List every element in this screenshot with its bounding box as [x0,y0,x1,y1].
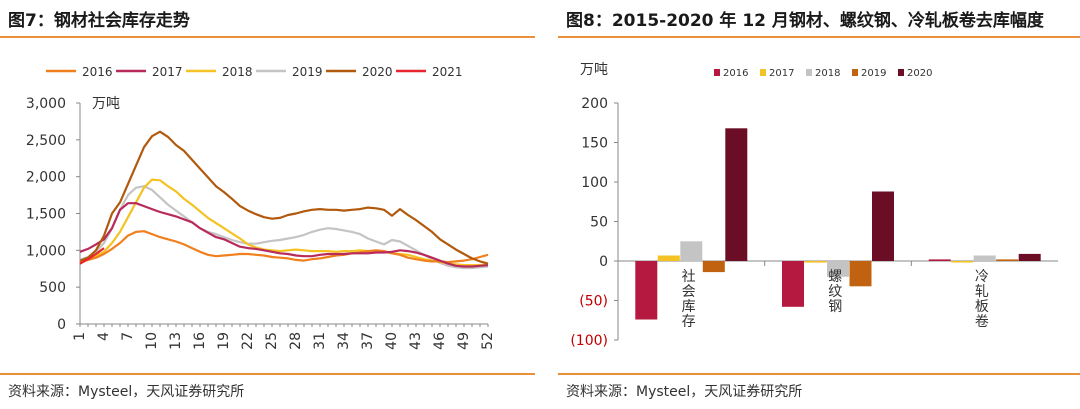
left-bottom-rule [0,373,535,375]
x-tick-label: 43 [408,332,424,350]
bar-2017-2 [951,261,974,263]
bar-2020-0 [725,128,748,261]
bar-2016-2 [928,259,951,261]
y-tick-label: 2,500 [26,133,66,149]
y-tick-label: 1,500 [26,207,66,223]
right-source-note: 资料来源：Mysteel，天风证券研究所 [566,384,803,400]
y-tick-label: 3,000 [26,96,66,112]
x-tick-label: 10 [144,332,160,350]
series-line-2017 [79,202,489,268]
y-tick-label: 0 [57,317,66,333]
series-line-2020 [79,130,489,265]
left-source-note: 资料来源：Mysteel，天风证券研究所 [8,384,245,400]
x-tick-label: 1 [72,332,88,341]
series-line-2018 [79,178,489,267]
y-tick-label: (50) [579,294,608,310]
bar-2020-1 [872,191,894,261]
bar-2016-0 [635,261,658,320]
legend-label-2019: 2019 [292,65,323,79]
x-tick-label: 31 [312,332,328,350]
y-tick-label: 2,000 [26,170,66,186]
legend-swatch-2016 [714,69,720,76]
category-label: 社会库存 [682,269,696,330]
right-top-rule [558,36,1080,38]
y-tick-label: 150 [581,136,608,152]
legend-label-2017: 2017 [769,68,794,79]
x-tick-label: 4 [96,332,112,341]
legend-swatch-2017 [760,69,766,76]
bar-2017-0 [657,255,680,261]
x-tick-label: 7 [120,332,136,341]
legend-swatch-2018 [806,69,812,76]
y-tick-label: (100) [570,333,608,349]
bar-2020-2 [1018,253,1041,261]
left-chart-title: 图7：钢材社会库存走势 [8,11,190,31]
legend-label-2021: 2021 [432,65,463,79]
legend-label-2019: 2019 [861,68,886,79]
right-chart-title: 图8：2015-2020 年 12 月钢材、螺纹钢、冷轧板卷去库幅度 [566,11,1044,31]
legend-label-2016: 2016 [82,65,113,79]
category-label: 冷轧板卷 [975,269,989,330]
y-tick-label: 500 [39,280,66,296]
left-chart-panel: 图7：钢材社会库存走势 0 500 1,000 1,500 2,000 2,500 3,00… [0,0,535,409]
legend-swatch-2020 [898,69,904,76]
y-tick-label: 0 [599,254,608,270]
x-tick-label: 25 [264,332,280,350]
legend-label-2020: 2020 [362,65,393,79]
y-tick-label: 100 [581,175,608,191]
legend-label-2017: 2017 [152,65,183,79]
bar-2018-1 [827,261,849,277]
x-tick-label: 49 [456,332,472,350]
legend-swatch-2019 [852,69,858,76]
series-line-2021 [79,247,105,265]
right-bottom-rule [558,373,1080,375]
x-tick-label: 46 [432,332,448,350]
y-tick-label: 200 [581,96,608,112]
x-tick-label: 37 [360,332,376,350]
bar-2018-2 [973,255,996,261]
right-chart-panel: 图8：2015-2020 年 12 月钢材、螺纹钢、冷轧板卷去库幅度 (100)… [558,0,1080,409]
x-tick-label: 52 [480,332,496,350]
category-label: 螺纹钢 [828,269,842,315]
y-tick-label: 50 [590,215,608,231]
x-tick-label: 13 [168,332,184,350]
left-top-rule [0,36,535,38]
legend-label-2020: 2020 [907,68,932,79]
y-unit-label: 万吨 [92,96,120,112]
bar-2017-1 [804,261,827,263]
bar-2019-2 [996,259,1019,261]
legend-label-2018: 2018 [815,68,840,79]
series-line-2016 [79,230,489,264]
bar-2019-0 [702,261,725,273]
y-tick-label: 1,000 [26,243,66,259]
bar-2019-1 [849,261,872,287]
x-tick-label: 40 [384,332,400,350]
legend-label-2018: 2018 [222,65,253,79]
y-unit-label: 万吨 [580,62,608,78]
legend-label-2016: 2016 [723,68,748,79]
x-tick-label: 22 [240,332,256,350]
inventory-line-chart: 0 500 1,000 1,500 2,000 2,500 3,000 万吨 1 4 7 10 13 16… [26,65,496,350]
x-tick-label: 16 [192,332,208,350]
bar-2016-1 [782,261,804,307]
x-tick-label: 19 [216,332,232,350]
x-tick-label: 34 [336,332,352,350]
bar-2018-0 [680,241,703,262]
x-tick-label: 28 [288,332,304,350]
